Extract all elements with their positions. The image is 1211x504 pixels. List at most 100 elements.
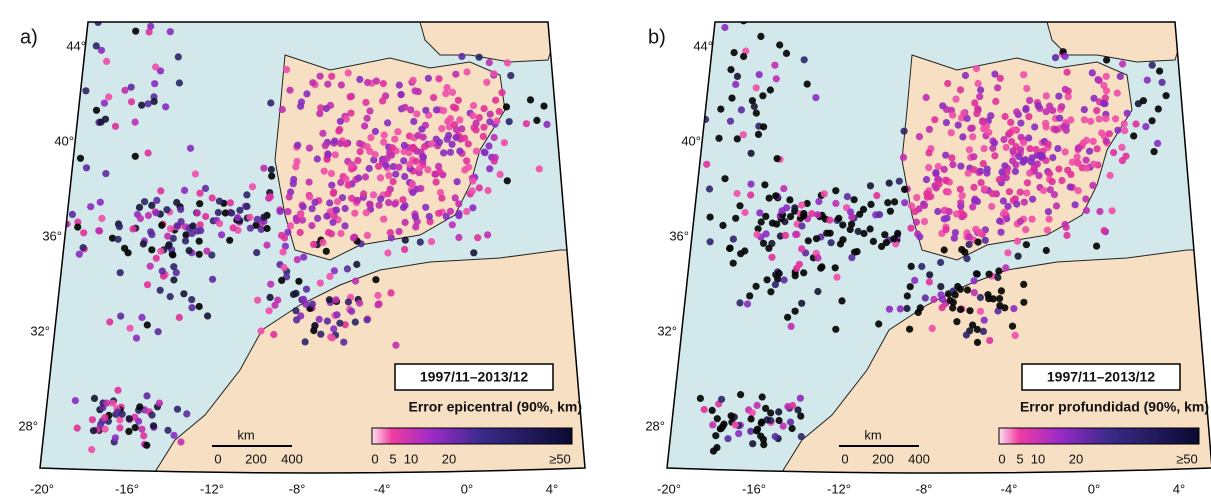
event-dot [208, 194, 216, 202]
event-dot [308, 205, 316, 213]
event-dot [267, 280, 275, 288]
event-dot [455, 212, 463, 220]
event-dot [1052, 202, 1061, 210]
event-dot [118, 410, 126, 418]
event-dot [448, 140, 456, 148]
event-dot [973, 338, 982, 346]
event-dot [835, 214, 843, 222]
event-dot [103, 399, 111, 407]
event-dot [709, 421, 717, 429]
event-dot [976, 293, 984, 302]
event-dot [1037, 151, 1045, 159]
event-dot [395, 163, 403, 171]
event-dot [150, 97, 158, 106]
event-dot [98, 214, 106, 222]
event-dot [138, 313, 146, 321]
event-dot [72, 82, 80, 90]
event-dot [125, 427, 133, 435]
event-dot [432, 178, 440, 186]
event-dot [392, 170, 400, 178]
event-dot [1095, 115, 1103, 123]
event-dot [395, 227, 403, 236]
event-dot [1017, 133, 1025, 141]
event-dot [152, 63, 160, 71]
event-dot [1102, 137, 1110, 145]
event-dot [747, 427, 755, 435]
event-dot [385, 172, 393, 180]
event-dot [170, 276, 178, 284]
event-dot [125, 415, 133, 423]
event-dot [472, 119, 480, 127]
event-dot [997, 287, 1005, 295]
event-dot [741, 247, 749, 255]
event-dot [996, 302, 1004, 310]
event-dot [736, 202, 744, 210]
event-dot [791, 307, 799, 315]
event-dot [376, 174, 385, 182]
event-dot [704, 26, 712, 35]
event-dot [164, 426, 172, 434]
event-dot [972, 65, 981, 73]
event-dot [399, 196, 407, 204]
event-dot [1044, 140, 1052, 148]
event-dot [443, 84, 451, 92]
event-dot [108, 234, 117, 242]
event-dot [991, 70, 999, 78]
event-dot [97, 421, 105, 429]
event-dot [1080, 116, 1088, 124]
event-dot [80, 229, 88, 237]
event-dot [798, 245, 806, 253]
event-dot [963, 255, 971, 263]
event-dot [91, 0, 98, 1]
event-dot [380, 215, 388, 223]
event-dot [147, 228, 155, 236]
event-dot [736, 299, 744, 307]
event-dot [155, 399, 163, 407]
event-dot [959, 133, 967, 141]
event-dot [956, 86, 965, 94]
event-dot [1100, 81, 1108, 90]
event-dot [974, 238, 982, 246]
event-dot [794, 406, 802, 414]
event-dot [452, 133, 460, 142]
event-dot [456, 147, 464, 155]
event-dot [1074, 187, 1082, 195]
event-dot [1058, 103, 1066, 111]
event-dot [942, 151, 950, 159]
event-dot [486, 165, 494, 173]
event-dot [796, 394, 804, 402]
event-dot [228, 209, 236, 217]
event-dot [73, 424, 81, 432]
event-dot [151, 80, 159, 88]
event-dot [755, 71, 763, 79]
event-dot [361, 122, 369, 130]
event-dot [791, 204, 799, 212]
event-dot [371, 151, 379, 159]
event-dot [942, 176, 950, 184]
event-dot [340, 338, 348, 346]
event-dot [435, 138, 444, 146]
event-dot [254, 296, 262, 304]
event-dot [726, 244, 734, 252]
event-dot [132, 334, 141, 342]
event-dot [973, 325, 981, 334]
event-dot [121, 244, 129, 252]
event-dot [912, 218, 920, 226]
event-dot [772, 192, 780, 200]
event-dot [146, 262, 154, 270]
lon-label: 0° [461, 481, 473, 496]
event-dot [454, 96, 462, 104]
event-dot [1150, 148, 1158, 156]
event-dot [757, 218, 765, 226]
event-dot [267, 165, 275, 174]
event-dot [953, 318, 961, 326]
colorbar-title: Error profundidad (90%, km) [1020, 399, 1209, 415]
event-dot [1082, 195, 1090, 203]
event-dot [372, 77, 380, 85]
event-dot [92, 106, 101, 114]
colorbar-tick: 20 [1069, 451, 1083, 466]
event-dot [131, 424, 139, 432]
event-dot [363, 316, 371, 324]
event-dot [1087, 117, 1095, 125]
event-dot [384, 190, 392, 198]
